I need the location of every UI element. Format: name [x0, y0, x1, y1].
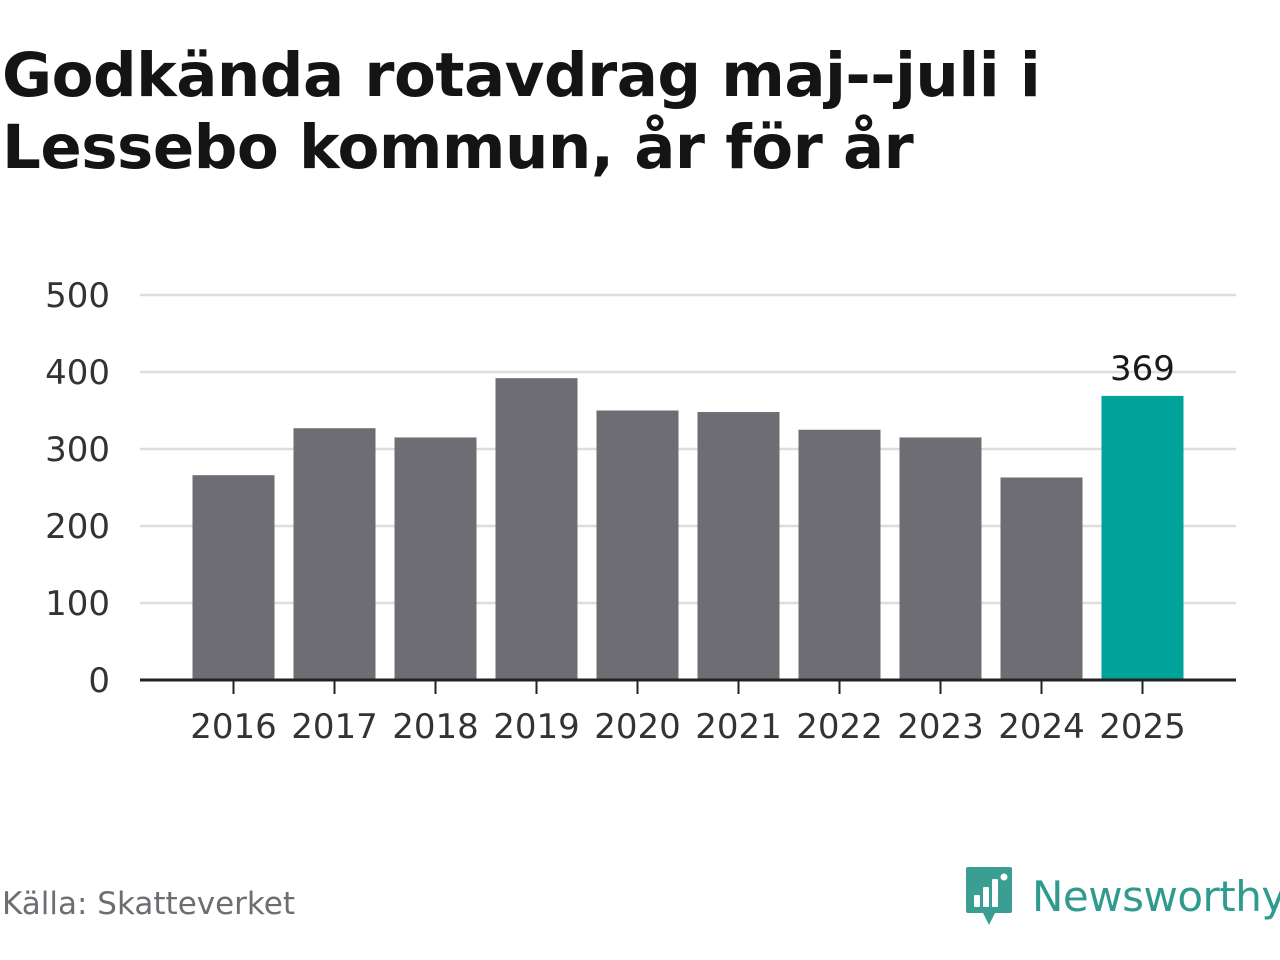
bar-2025: [1101, 395, 1184, 680]
y-tick-label: 500: [45, 276, 110, 316]
source-note: Källa: Skatteverket: [2, 886, 296, 922]
data-labels: 369: [1110, 349, 1175, 389]
y-tick-label: 300: [45, 430, 110, 470]
x-tick-label: 2021: [695, 707, 782, 747]
x-tick-label: 2017: [291, 707, 378, 747]
bar-2024: [1000, 477, 1083, 680]
y-tick-label: 100: [45, 584, 110, 624]
bar-2019: [495, 378, 578, 680]
newsworthy-logo-icon: [966, 867, 1012, 925]
bars: [192, 378, 1184, 680]
bar-2020: [596, 410, 679, 680]
x-tick-label: 2024: [998, 707, 1085, 747]
y-tick-label: 200: [45, 507, 110, 547]
brand-logo: Newsworthy: [964, 864, 1280, 928]
bar-2016: [192, 475, 275, 680]
brand-name: Newsworthy: [1032, 871, 1280, 921]
y-axis-ticks: 0 100 200 300 400 500: [45, 276, 110, 701]
bar-2018: [394, 437, 477, 680]
x-tick-label: 2025: [1099, 707, 1186, 747]
bar-2017: [293, 428, 376, 680]
x-tick-label: 2019: [493, 707, 580, 747]
x-tick-label: 2023: [897, 707, 984, 747]
bar-2023: [899, 437, 982, 680]
x-tick-label: 2022: [796, 707, 883, 747]
x-axis-ticks: 2016 2017 2018 2019 2020 2021 2022 2023 2024 2025: [190, 707, 1186, 747]
x-axis: [140, 678, 1236, 694]
y-tick-label: 400: [45, 353, 110, 393]
chart-title: Godkända rotavdrag maj--juli i Lessebo k…: [2, 40, 1041, 183]
data-label-value: 369: [1110, 349, 1175, 389]
bar-2021: [697, 412, 780, 680]
bar-2022: [798, 429, 881, 680]
x-tick-label: 2020: [594, 707, 681, 747]
y-tick-label: 0: [88, 661, 110, 701]
x-tick-label: 2016: [190, 707, 277, 747]
x-tick-label: 2018: [392, 707, 479, 747]
